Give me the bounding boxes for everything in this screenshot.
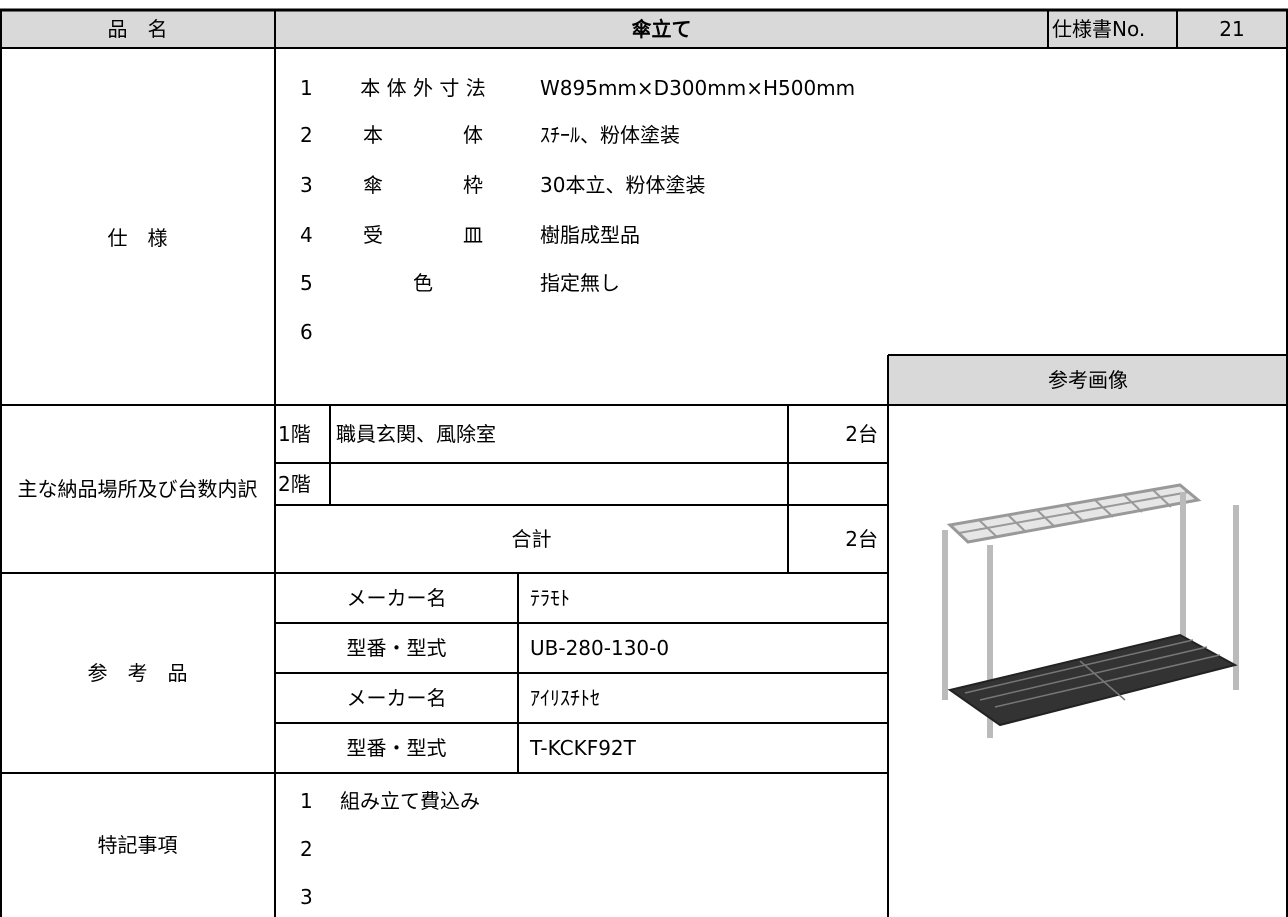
image-label: 参考画像 <box>1048 368 1128 392</box>
total-label: 合計 <box>511 527 552 551</box>
floor: 2階 <box>278 472 311 496</box>
spec-name: 本 体 <box>363 123 483 147</box>
spec-no: 2 <box>300 123 313 147</box>
spec-name: 本 体 外 寸 法 <box>360 76 486 100</box>
spec-name: 傘 枠 <box>363 173 483 197</box>
spec-value: 樹脂成型品 <box>540 223 640 247</box>
spec-no: 3 <box>300 173 313 197</box>
note-no: 2 <box>300 837 313 861</box>
umbrella-stand-photo <box>942 483 1239 738</box>
reference-label: 参 考 品 <box>87 661 188 685</box>
spec-no: 1 <box>300 76 313 100</box>
item-name: 傘立て <box>631 17 692 41</box>
reference-item-label: 型番・型式 <box>346 636 447 660</box>
spec-no: 21 <box>1219 17 1245 41</box>
spec-value: W895mm×D300mm×H500mm <box>540 76 856 100</box>
item-label: 品 名 <box>107 17 168 41</box>
notes-label: 特記事項 <box>97 833 178 857</box>
spec-no: 5 <box>300 271 313 295</box>
spec-value: 30本立、粉体塗装 <box>540 173 706 197</box>
reference-item-value: UB-280-130-0 <box>530 636 670 660</box>
floor: 1階 <box>278 422 311 446</box>
spec-name: 色 <box>413 271 433 295</box>
spec-no: 6 <box>300 320 313 344</box>
note-text: 組み立て費込み <box>340 789 480 813</box>
delivery-label: 主な納品場所及び台数内訳 <box>17 477 258 501</box>
spec-no: 4 <box>300 223 313 247</box>
spec-name: 受 皿 <box>363 223 483 247</box>
reference-item-value: T-KCKF92T <box>530 736 636 760</box>
spec-value: ｽﾁｰﾙ、粉体塗装 <box>540 123 680 147</box>
note-no: 3 <box>300 885 313 909</box>
reference-item-value: ｱｲﾘｽﾁﾄｾ <box>530 686 600 710</box>
count: 2台 <box>845 422 878 446</box>
spec-no-label: 仕様書No. <box>1052 17 1146 41</box>
reference-item-label: メーカー名 <box>346 586 447 610</box>
reference-item-label: 型番・型式 <box>346 736 447 760</box>
total-count: 2台 <box>845 527 878 551</box>
spec-label: 仕 様 <box>107 226 168 250</box>
spec-value: 指定無し <box>540 271 620 295</box>
note-no: 1 <box>300 789 313 813</box>
reference-item-value: ﾃﾗﾓﾄ <box>530 586 570 610</box>
place: 職員玄関、風除室 <box>336 422 496 446</box>
reference-item-label: メーカー名 <box>346 686 447 710</box>
